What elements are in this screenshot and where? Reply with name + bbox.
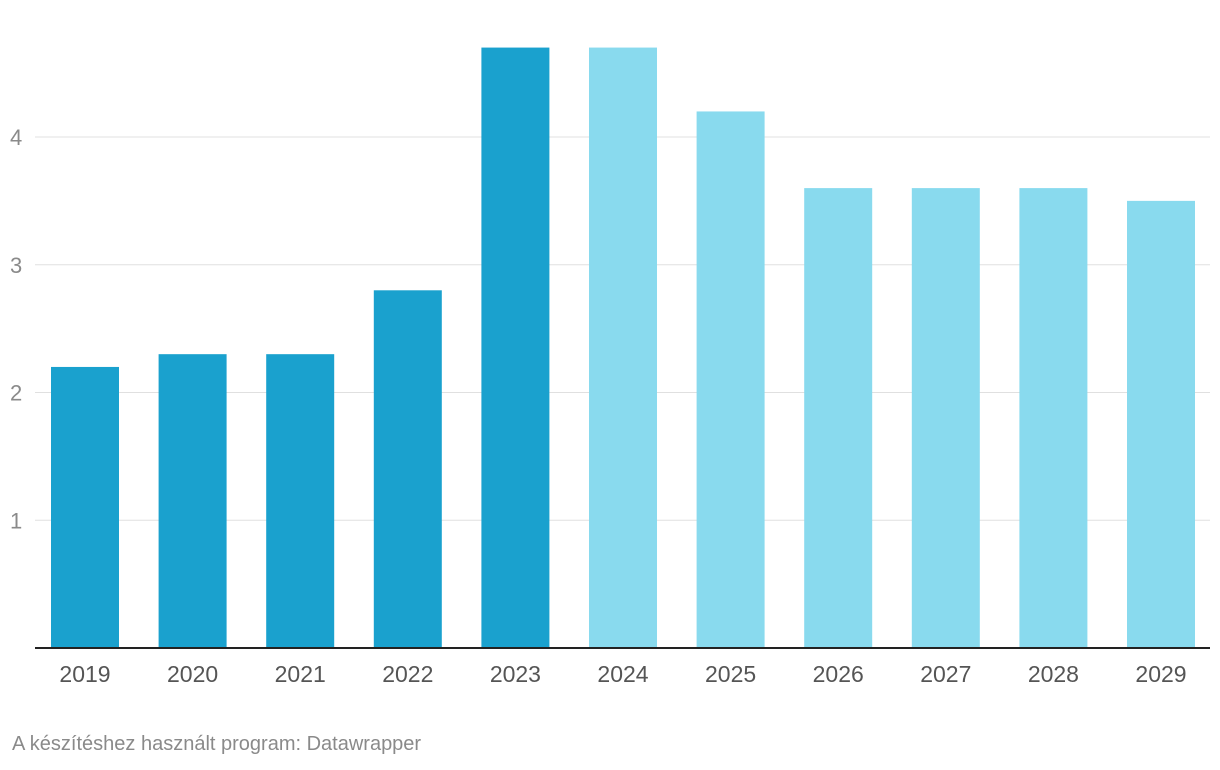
y-axis-tick-labels: 1 2 3 4	[10, 125, 22, 533]
y-tick-label: 1	[10, 508, 22, 533]
x-tick-label: 2025	[705, 661, 756, 687]
x-tick-label: 2029	[1135, 661, 1186, 687]
bar-2029	[1127, 200, 1195, 648]
bar-2023	[481, 47, 550, 648]
source-credit: A készítéshez használt program: Datawrap…	[12, 733, 422, 755]
y-tick-label: 4	[10, 125, 22, 150]
x-tick-label: 2027	[920, 661, 971, 687]
y-tick-label: 3	[10, 253, 22, 278]
x-tick-label: 2024	[597, 661, 648, 687]
bar-2028	[1019, 188, 1088, 648]
x-tick-label: 2019	[59, 661, 110, 687]
bar-2022	[373, 290, 442, 648]
x-tick-label: 2020	[167, 661, 218, 687]
bars	[51, 47, 1195, 648]
x-tick-label: 2021	[275, 661, 326, 687]
bar-2019	[51, 366, 119, 648]
x-tick-label: 2028	[1028, 661, 1079, 687]
y-tick-label: 2	[10, 381, 22, 406]
bar-2021	[266, 354, 335, 648]
x-tick-label: 2026	[813, 661, 864, 687]
x-tick-label: 2022	[382, 661, 433, 687]
x-tick-label: 2023	[490, 661, 541, 687]
bar-2024	[589, 47, 657, 648]
bar-2025	[696, 111, 765, 648]
bar-2026	[804, 188, 873, 648]
x-axis-tick-labels: 2019 2020 2021 2022 2023 2024 2025 2026 2027 2028…	[59, 661, 1186, 687]
bar-2020	[158, 354, 227, 648]
bar-2027	[911, 188, 980, 648]
